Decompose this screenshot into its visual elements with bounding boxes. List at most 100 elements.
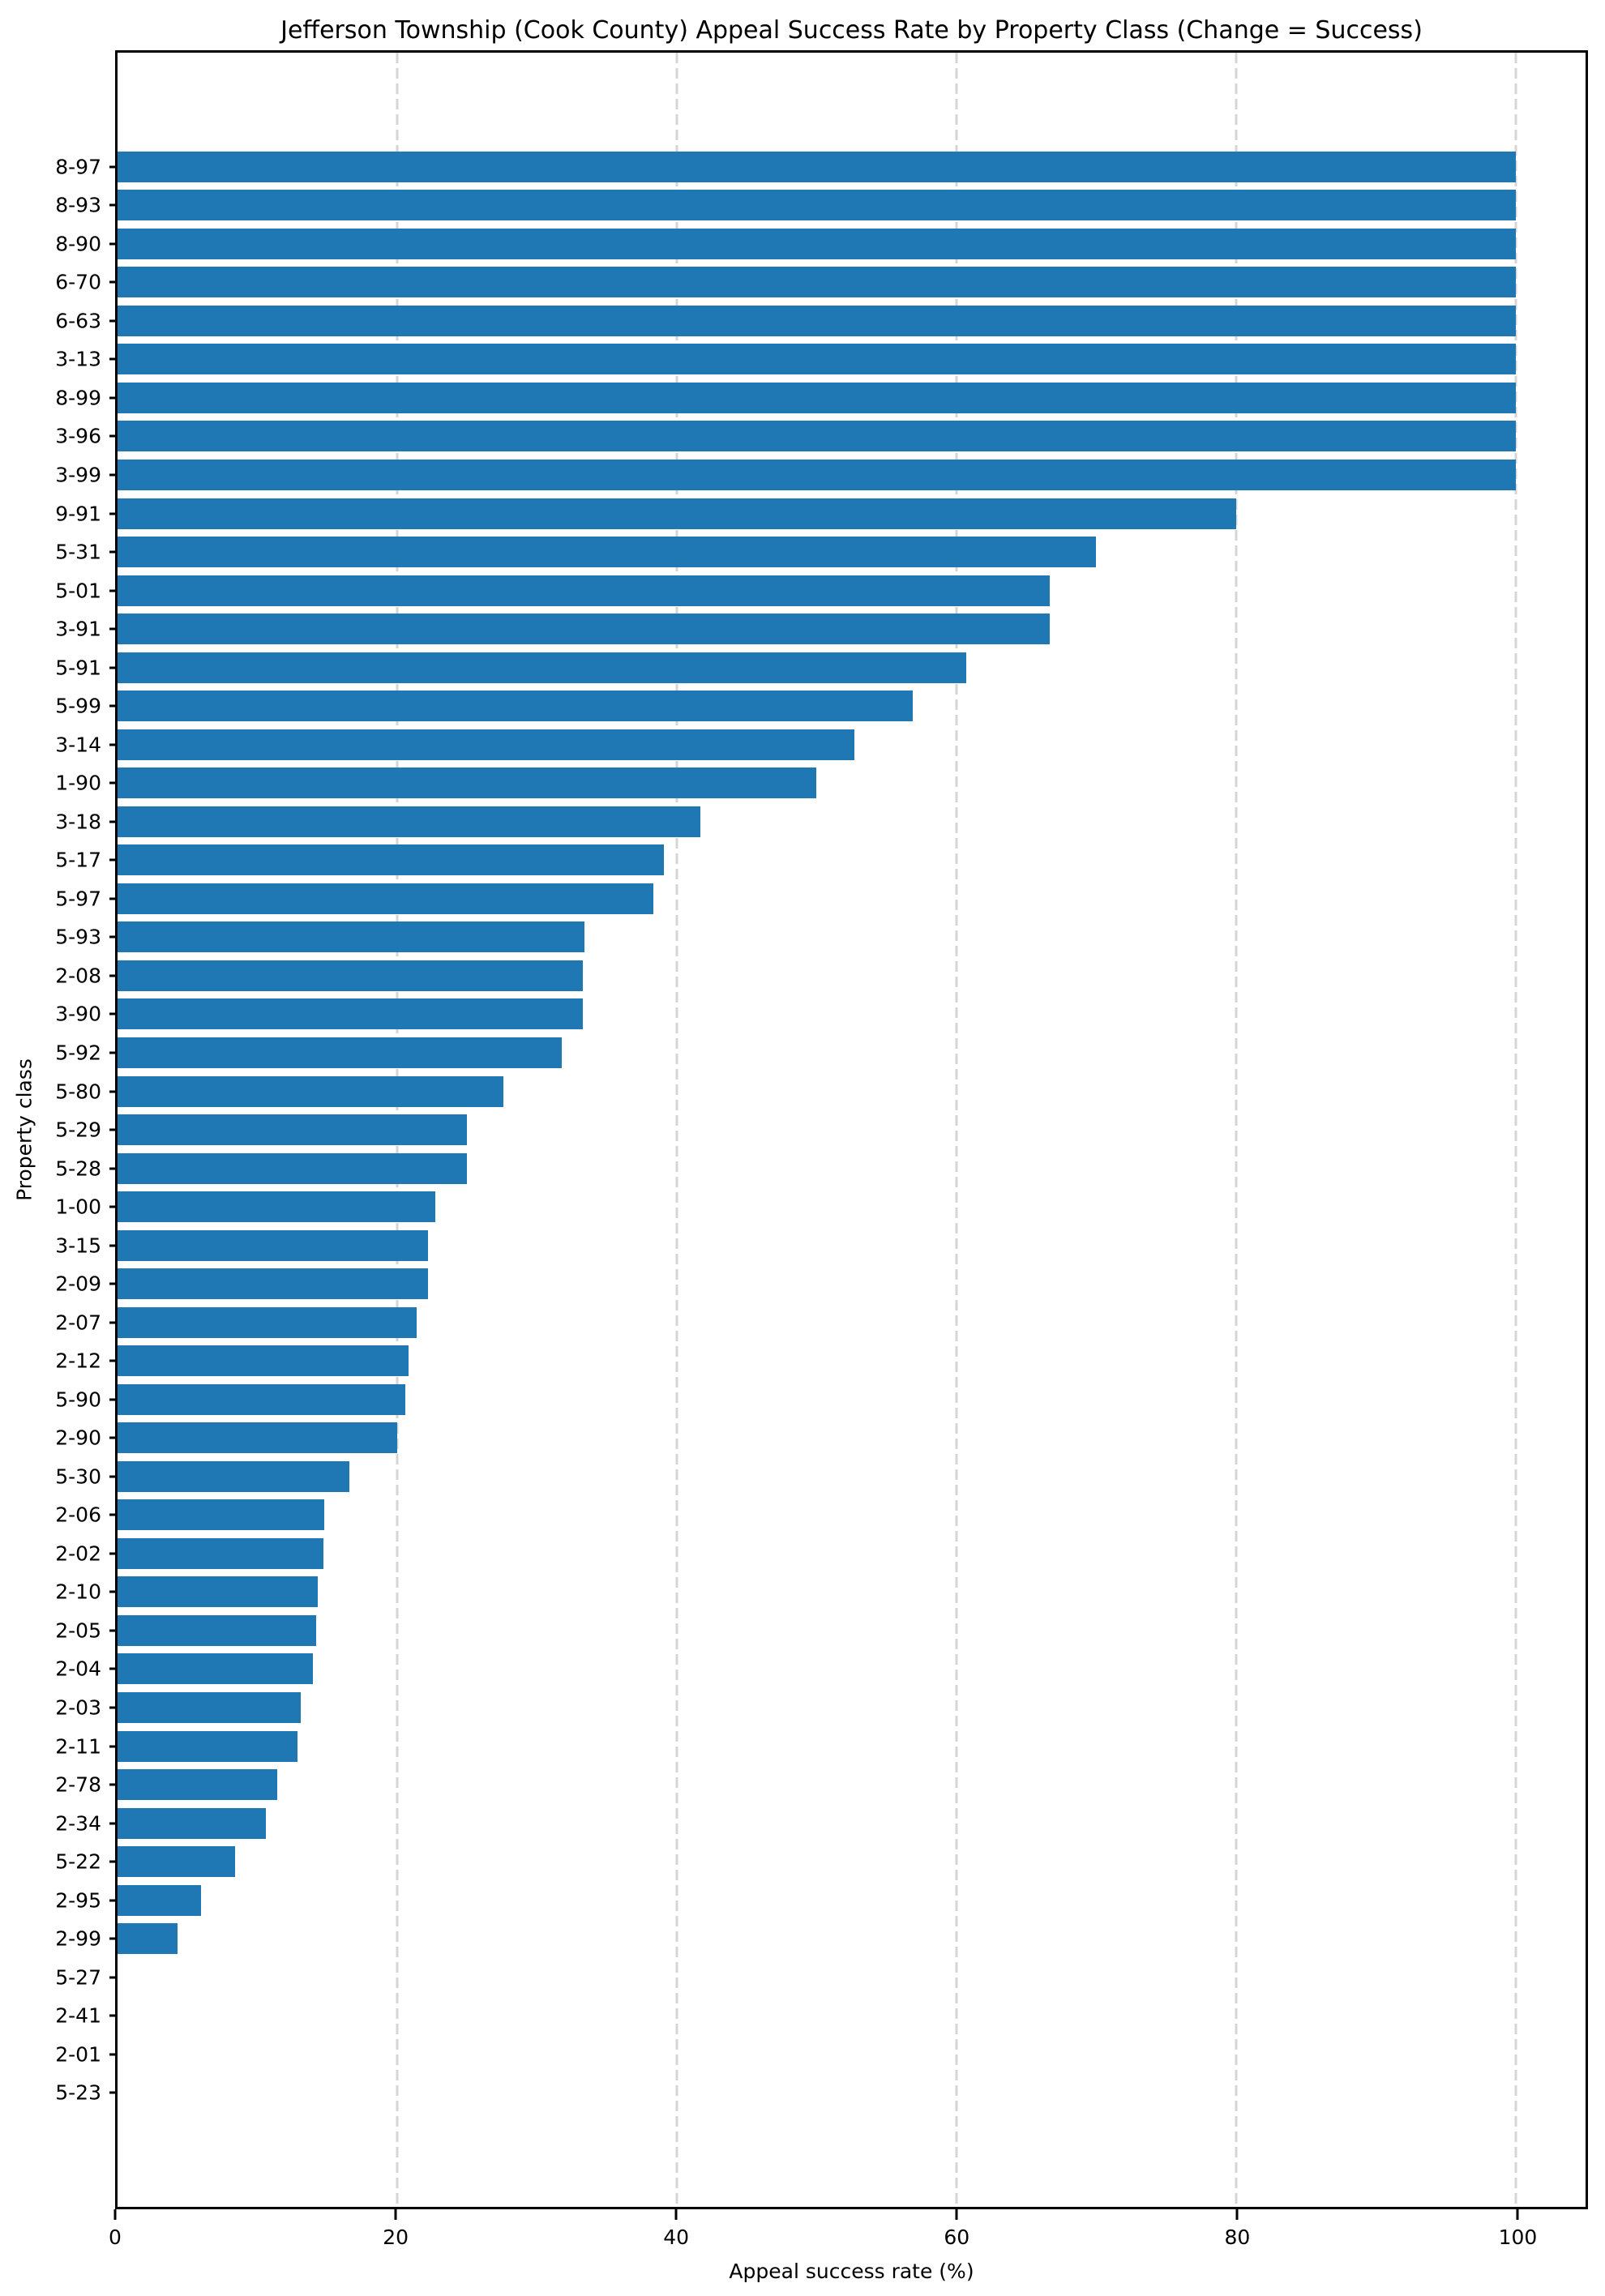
y-tick-label: 6-63: [55, 309, 101, 333]
bar-row: 6-63: [55, 301, 1586, 340]
y-tick-label: 5-28: [55, 1157, 101, 1181]
y-tick-label: 5-31: [55, 540, 101, 564]
x-tick-label: 40: [663, 2225, 690, 2249]
bar-3-15: [118, 1229, 428, 1261]
y-tick-label: 2-78: [55, 1772, 101, 1797]
y-tick-label: 5-99: [55, 694, 101, 718]
gridline-x-100: [1514, 53, 1517, 2207]
bar-row: 2-09: [55, 1264, 1586, 1303]
bar-row: 2-03: [55, 1688, 1586, 1727]
bar-row: 5-29: [55, 1110, 1586, 1149]
bar-5-28: [118, 1152, 468, 1184]
bar-row: 8-93: [55, 186, 1586, 225]
y-tick-label: 2-01: [55, 2042, 101, 2067]
y-tick-label: 5-92: [55, 1041, 101, 1065]
x-tick-label: 60: [944, 2225, 970, 2249]
y-tick-label: 8-99: [55, 386, 101, 410]
bar-5-30: [118, 1460, 350, 1492]
y-tick-mark: [109, 512, 118, 515]
x-tick-label: 20: [383, 2225, 409, 2249]
bar-row: 5-31: [55, 532, 1586, 571]
y-tick-label: 8-97: [55, 155, 101, 179]
y-tick-mark: [109, 743, 118, 746]
bar-row: 3-14: [55, 725, 1586, 764]
y-tick-mark: [109, 858, 118, 862]
y-tick-label: 5-30: [55, 1464, 101, 1489]
bar-row: 5-28: [55, 1149, 1586, 1188]
x-tick-mark: [1235, 2209, 1239, 2220]
y-tick-mark: [109, 1205, 118, 1208]
y-tick-mark: [109, 2014, 118, 2017]
bar-8-99: [118, 382, 1516, 413]
bar-2-78: [118, 1769, 277, 1801]
bar-row: 2-99: [55, 1919, 1586, 1958]
chart-title: Jefferson Township (Cook County) Appeal …: [280, 16, 1423, 45]
bar-6-63: [118, 305, 1516, 336]
bar-row: 8-99: [55, 378, 1586, 417]
x-tick-label: 0: [109, 2225, 122, 2249]
bar-3-91: [118, 614, 1051, 645]
bar-6-70: [118, 267, 1516, 298]
y-tick-mark: [109, 1475, 118, 1478]
bar-row: 2-34: [55, 1804, 1586, 1843]
bar-5-97: [118, 883, 653, 914]
bar-2-08: [118, 960, 584, 991]
y-tick-mark: [109, 1745, 118, 1748]
bar-2-95: [118, 1884, 202, 1916]
bar-2-99: [118, 1923, 178, 1955]
bar-row: 5-27: [55, 1958, 1586, 1997]
y-tick-label: 2-10: [55, 1580, 101, 1604]
bar-3-13: [118, 344, 1516, 375]
bar-3-90: [118, 998, 584, 1030]
bar-row: 3-13: [55, 340, 1586, 379]
y-tick-mark: [109, 1359, 118, 1362]
y-tick-label: 5-27: [55, 1965, 101, 1990]
y-tick-label: 2-90: [55, 1426, 101, 1450]
y-tick-mark: [109, 1321, 118, 1324]
y-tick-mark: [109, 473, 118, 477]
y-tick-mark: [109, 666, 118, 669]
y-tick-mark: [109, 550, 118, 554]
bar-2-06: [118, 1499, 325, 1531]
y-tick-label: 2-02: [55, 1541, 101, 1566]
bar-row: 2-02: [55, 1534, 1586, 1573]
bar-1-90: [118, 767, 817, 799]
bar-row: 3-99: [55, 455, 1586, 494]
bar-row: 6-70: [55, 263, 1586, 302]
y-tick-label: 8-93: [55, 193, 101, 217]
bar-row: 5-22: [55, 1842, 1586, 1881]
bar-row: 5-92: [55, 1033, 1586, 1072]
bar-5-17: [118, 844, 665, 876]
bar-row: 2-08: [55, 956, 1586, 995]
bar-1-00: [118, 1191, 435, 1223]
plot-area: 8-97 8-93 8-90 6-70 6-63 3-13 8-99 3-96 3-99 9-91…: [55, 50, 1588, 2209]
gridline-x-40: [675, 53, 678, 2207]
bar-row: 2-10: [55, 1573, 1586, 1612]
bar-row: 2-95: [55, 1881, 1586, 1920]
bar-row: 3-91: [55, 609, 1586, 648]
y-tick-label: 5-93: [55, 925, 101, 949]
bar-row: 1-00: [55, 1187, 1586, 1226]
y-tick-label: 3-96: [55, 424, 101, 448]
y-tick-label: 9-91: [55, 502, 101, 526]
bar-row: 5-01: [55, 571, 1586, 610]
y-tick-mark: [109, 1090, 118, 1093]
bar-row: 2-05: [55, 1611, 1586, 1650]
x-tick-label: 80: [1224, 2225, 1251, 2249]
y-tick-mark: [109, 1976, 118, 1979]
y-tick-label: 3-18: [55, 810, 101, 834]
bar-2-05: [118, 1614, 316, 1646]
y-tick-mark: [109, 396, 118, 400]
y-tick-label: 5-17: [55, 848, 101, 872]
bar-2-10: [118, 1576, 318, 1608]
y-tick-label: 5-80: [55, 1080, 101, 1104]
bar-2-07: [118, 1306, 417, 1338]
bar-5-29: [118, 1114, 468, 1146]
bar-5-92: [118, 1037, 563, 1068]
bar-row: 5-23: [55, 2074, 1586, 2113]
y-tick-label: 5-23: [55, 2080, 101, 2105]
y-tick-label: 2-99: [55, 1926, 101, 1951]
y-tick-label: 5-91: [55, 656, 101, 680]
x-tick-mark: [113, 2209, 117, 2220]
y-tick-mark: [109, 1244, 118, 1247]
